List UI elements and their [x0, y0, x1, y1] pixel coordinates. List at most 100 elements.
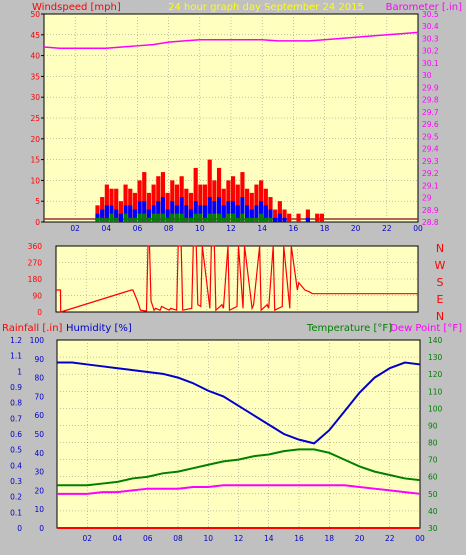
- windspeed-min-bar: [128, 217, 133, 222]
- windspeed-min-bar: [235, 217, 240, 222]
- direction-letter: N: [436, 242, 444, 255]
- barometer-tick-label: 29: [422, 194, 432, 203]
- wind-direction-line: [56, 245, 418, 313]
- windspeed-tick-label: 15: [30, 156, 40, 165]
- humidity-tick-label: 70: [34, 392, 44, 401]
- rainfall-tick-label: 1: [17, 367, 22, 376]
- windspeed-min-bar: [174, 213, 180, 222]
- windspeed-avg-bar: [235, 205, 240, 222]
- barometer-tick-label: 28.9: [422, 206, 439, 215]
- humidity-line: [57, 361, 421, 445]
- direction-tick-label: 270: [28, 259, 43, 268]
- windspeed-gust-bar: [132, 192, 137, 222]
- windspeed-avg-bar: [118, 213, 123, 222]
- temperature-tick-label: 120: [428, 370, 443, 379]
- windspeed-avg-bar: [249, 209, 254, 222]
- windspeed-tick-label: 20: [30, 135, 40, 144]
- windspeed-gust-bar: [287, 213, 292, 222]
- barometer-line: [43, 31, 419, 50]
- windspeed-min-bar: [249, 217, 254, 222]
- windspeed-min-bar: [216, 213, 222, 222]
- x-tick-label: 14: [257, 224, 267, 233]
- windspeed-min-bar: [123, 213, 128, 222]
- windspeed-avg-bar: [156, 201, 161, 222]
- barometer-tick-label: 30.5: [422, 10, 439, 19]
- windspeed-avg-bar: [226, 201, 231, 222]
- windspeed-gust-bar: [188, 192, 194, 222]
- windspeed-gust-bar: [216, 167, 222, 222]
- barometer-tick-label: 29.8: [422, 96, 439, 105]
- x-tick-label: 06: [133, 224, 143, 233]
- humidity-tick-label: 60: [34, 411, 44, 420]
- humidity-axis-title: Humidity [%]: [66, 323, 132, 334]
- x-tick-label: 12: [234, 534, 244, 543]
- windspeed-gust-bar: [202, 184, 208, 222]
- windspeed-min-bar: [160, 213, 166, 222]
- windspeed-gust-bar: [254, 184, 259, 222]
- humidity-tick-label: 80: [34, 374, 44, 383]
- windspeed-min-bar: [226, 213, 231, 222]
- temperature-tick-label: 80: [428, 439, 438, 448]
- x-tick-label: 00: [413, 224, 423, 233]
- x-tick-label: 08: [164, 224, 174, 233]
- windspeed-tick-label: 10: [30, 176, 40, 185]
- windspeed-axis-title: Windspeed [mph]: [32, 2, 121, 13]
- windspeed-min-bar: [254, 217, 259, 222]
- barometer-tick-label: 29.4: [422, 145, 439, 154]
- windspeed-avg-bar: [268, 209, 273, 222]
- windspeed-min-bar: [193, 213, 198, 222]
- barometer-tick-label: 29.2: [422, 169, 439, 178]
- windspeed-min-bar: [184, 217, 189, 222]
- rainfall-tick-label: 0.1: [10, 508, 22, 517]
- temperature-tick-label: 110: [428, 387, 443, 396]
- x-tick-label: 04: [113, 534, 123, 543]
- x-tick-label: 16: [289, 224, 299, 233]
- windspeed-avg-bar: [114, 209, 119, 222]
- barometer-tick-label: 30.1: [422, 59, 439, 68]
- direction-tick-label: 360: [28, 242, 43, 251]
- windspeed-min-bar: [202, 217, 208, 222]
- direction-letter: N: [436, 310, 444, 323]
- windspeed-gust-bar: [151, 184, 156, 222]
- windspeed-avg-bar: [240, 197, 245, 222]
- windspeed-min-bar: [137, 213, 142, 222]
- windspeed-gust-bar: [296, 213, 301, 222]
- temperature-tick-label: 70: [428, 456, 438, 465]
- x-tick-label: 18: [324, 534, 334, 543]
- temperature-tick-label: 60: [428, 473, 438, 482]
- barometer-tick-label: 29.6: [422, 120, 439, 129]
- x-tick-label: 22: [385, 534, 395, 543]
- windspeed-tick-label: 50: [30, 10, 40, 19]
- windspeed-avg-bar: [184, 205, 189, 222]
- x-tick-label: 02: [70, 224, 80, 233]
- windspeed-gust-bar: [146, 192, 152, 222]
- temperature-tick-label: 100: [428, 404, 443, 413]
- dewpoint-axis-title: Dew Point [°F]: [390, 323, 462, 334]
- windspeed-avg-bar: [282, 217, 287, 222]
- windspeed-tick-label: 0: [35, 218, 40, 227]
- rainfall-tick-label: 0.4: [10, 461, 22, 470]
- chart-title: 24 hour graph day September 24 2015: [168, 2, 364, 13]
- windspeed-min-bar: [268, 217, 273, 222]
- barometer-tick-label: 29.1: [422, 181, 439, 190]
- x-tick-label: 06: [143, 534, 153, 543]
- rainfall-tick-label: 0.5: [10, 446, 22, 455]
- windspeed-min-bar: [212, 213, 217, 222]
- windspeed-min-bar: [179, 213, 184, 222]
- rainfall-tick-label: 0: [17, 524, 22, 533]
- humidity-tick-label: 10: [34, 505, 44, 514]
- x-tick-label: 14: [264, 534, 274, 543]
- windspeed-avg-bar: [137, 201, 142, 222]
- windspeed-tick-label: 45: [30, 31, 40, 40]
- windspeed-avg-bar: [165, 209, 170, 222]
- windspeed-tick-label: 40: [30, 52, 40, 61]
- windspeed-min-bar: [240, 213, 245, 222]
- windspeed-min-bar: [207, 213, 212, 222]
- temperature-humidity-panel: 0 0.1 0.2 0.3 0.4 0.5 0.6 0.7 0.8 0.9 1 1.1 1.2 0 10 20…: [10, 336, 442, 543]
- rainfall-tick-label: 0.8: [10, 399, 22, 408]
- x-tick-label: 08: [173, 534, 183, 543]
- windspeed-min-bar: [146, 217, 152, 222]
- barometer-tick-label: 30.2: [422, 47, 439, 56]
